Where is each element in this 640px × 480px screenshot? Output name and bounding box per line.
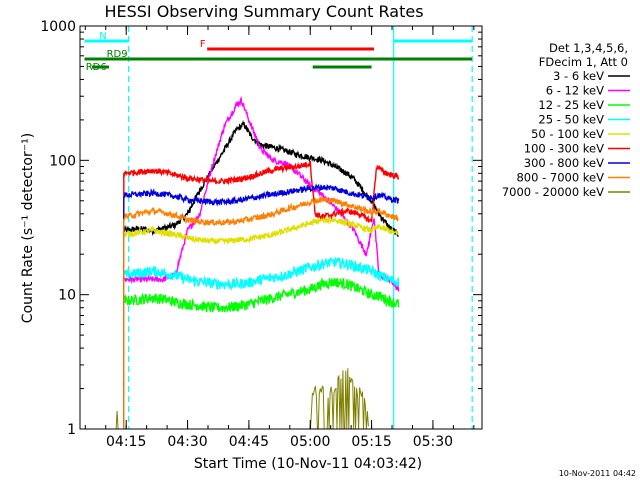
legend-label-7: 300 - 800 keV xyxy=(524,156,604,170)
legend-label-6: 100 - 300 keV xyxy=(524,142,604,156)
legend-header-line-1: Det 1,3,4,5,6, xyxy=(549,41,628,55)
series-line-9 xyxy=(115,368,369,429)
y-tick-label-4: 1000 xyxy=(40,19,76,35)
series-line-6 xyxy=(123,160,400,429)
series-4 xyxy=(123,257,400,429)
annotation-label-rd9: RD9 xyxy=(107,49,128,60)
legend-header: Det 1,3,4,5,6, FDecim 1, Att 0 xyxy=(539,41,628,69)
series-1 xyxy=(123,119,399,429)
series-line-4 xyxy=(123,257,400,429)
series-3 xyxy=(123,276,400,429)
legend-label-9: 7000 - 20000 keV xyxy=(502,185,604,199)
series-line-5 xyxy=(123,216,400,429)
annotation-label-n: N xyxy=(99,31,106,42)
x-tick-label-4: 05:00 xyxy=(290,434,330,450)
x-axis-ticks: 04:15 04:30 04:45 05:00 05:15 05:30 xyxy=(84,26,475,450)
series-9 xyxy=(115,368,369,429)
series-8 xyxy=(123,195,399,429)
annotation-label-f: F xyxy=(200,39,206,50)
legend-label-8: 800 - 7000 keV xyxy=(516,171,604,185)
axes xyxy=(79,25,483,430)
series-6 xyxy=(123,160,400,429)
series-line-7 xyxy=(123,183,400,429)
chart-title: HESSI Observing Summary Count Rates xyxy=(104,2,423,21)
y-axis-label: Count Rate (s⁻¹ detector⁻¹) xyxy=(20,133,36,323)
y-axis-ticks: 1 10 100 1000 xyxy=(40,19,482,438)
series-line-3 xyxy=(123,276,400,429)
legend-label-1: 3 - 6 keV xyxy=(553,69,604,83)
legend-header-line-2: FDecim 1, Att 0 xyxy=(539,55,628,69)
series-7 xyxy=(123,183,400,429)
legend-label-4: 25 - 50 keV xyxy=(538,113,604,127)
series-line-1 xyxy=(123,119,399,429)
x-axis-label: Start Time (10-Nov-11 04:03:42) xyxy=(194,456,422,472)
x-tick-label-2: 04:30 xyxy=(167,434,207,450)
legend-label-3: 12 - 25 keV xyxy=(538,98,604,112)
footer-timestamp: 10-Nov-2011 04:42 xyxy=(559,469,636,478)
x-tick-label-6: 05:30 xyxy=(413,434,453,450)
series-line-8 xyxy=(123,195,399,429)
x-tick-label-3: 04:45 xyxy=(229,434,269,450)
y-tick-label-2: 10 xyxy=(58,288,76,304)
series-5 xyxy=(123,216,400,429)
series-line-2 xyxy=(123,95,400,429)
x-tick-label-1: 04:15 xyxy=(106,434,146,450)
y-tick-label-3: 100 xyxy=(49,153,76,169)
y-tick-label-1: 1 xyxy=(67,422,76,438)
x-tick-label-5: 05:15 xyxy=(351,434,391,450)
series-2 xyxy=(123,95,400,429)
legend-label-5: 50 - 100 keV xyxy=(531,127,604,141)
annotation-label-rd6: RD6 xyxy=(86,62,107,73)
legend-label-2: 6 - 12 keV xyxy=(546,84,604,98)
plot-frame xyxy=(79,25,483,430)
